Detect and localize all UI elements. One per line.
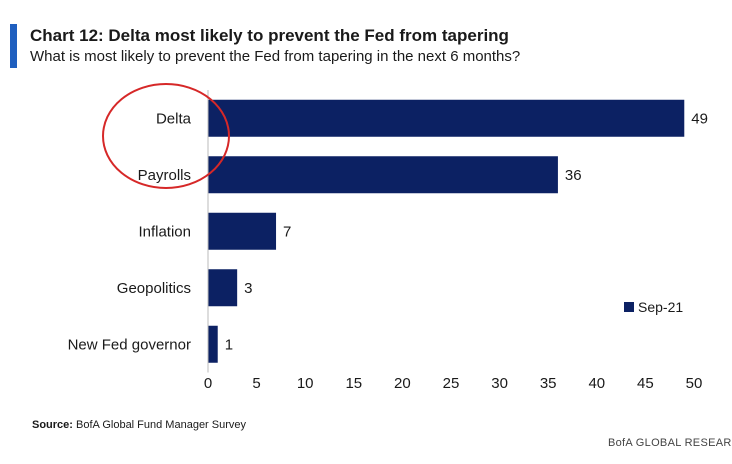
- value-label: 3: [244, 280, 252, 297]
- source-text: BofA Global Fund Manager Survey: [76, 419, 247, 431]
- highlight-ellipse: [102, 83, 230, 189]
- x-tick-labels: 0 5 10 15 20 25 30 35 40 45 50: [204, 375, 703, 392]
- x-tick-label: 50: [686, 375, 703, 392]
- value-label: 7: [283, 223, 291, 240]
- category-labels: Delta Payrolls Inflation Geopolitics New Fed…: [68, 110, 192, 353]
- x-tick-label: 45: [637, 375, 654, 392]
- legend-label: Sep-21: [638, 299, 683, 315]
- category-label: Delta: [156, 110, 192, 127]
- bar-inflation: [208, 212, 277, 250]
- x-tick-label: 10: [297, 375, 314, 392]
- x-tick-label: 40: [588, 375, 605, 392]
- source-label: Source:: [32, 419, 73, 431]
- title-accent-bar: [10, 24, 17, 68]
- source-note: Source: BofA Global Fund Manager Survey: [32, 419, 246, 431]
- x-tick-label: 15: [345, 375, 362, 392]
- bar-delta: [208, 99, 685, 137]
- x-tick-label: 0: [204, 375, 212, 392]
- x-tick-label: 35: [540, 375, 557, 392]
- value-labels: 49 36 7 3 1: [225, 110, 708, 353]
- value-label: 1: [225, 336, 233, 353]
- x-tick-label: 25: [443, 375, 460, 392]
- category-label: New Fed governor: [68, 336, 191, 353]
- chart-subtitle: What is most likely to prevent the Fed f…: [30, 48, 521, 65]
- x-tick-label: 5: [252, 375, 260, 392]
- x-tick-label: 30: [491, 375, 508, 392]
- bar-payrolls: [208, 156, 558, 194]
- category-label: Geopolitics: [117, 280, 191, 297]
- category-label: Inflation: [138, 223, 191, 240]
- bar-new-fed-governor: [208, 325, 218, 363]
- category-label: Payrolls: [138, 167, 191, 184]
- bars-group: [208, 99, 685, 363]
- value-label: 36: [565, 167, 582, 184]
- brand-footer: BofA GLOBAL RESEARCH: [608, 437, 732, 449]
- legend-swatch: [624, 302, 634, 312]
- value-label: 49: [691, 110, 708, 127]
- x-tick-label: 20: [394, 375, 411, 392]
- bar-geopolitics: [208, 269, 238, 307]
- chart-title: Chart 12: Delta most likely to prevent t…: [30, 26, 509, 45]
- legend: Sep-21: [624, 299, 683, 315]
